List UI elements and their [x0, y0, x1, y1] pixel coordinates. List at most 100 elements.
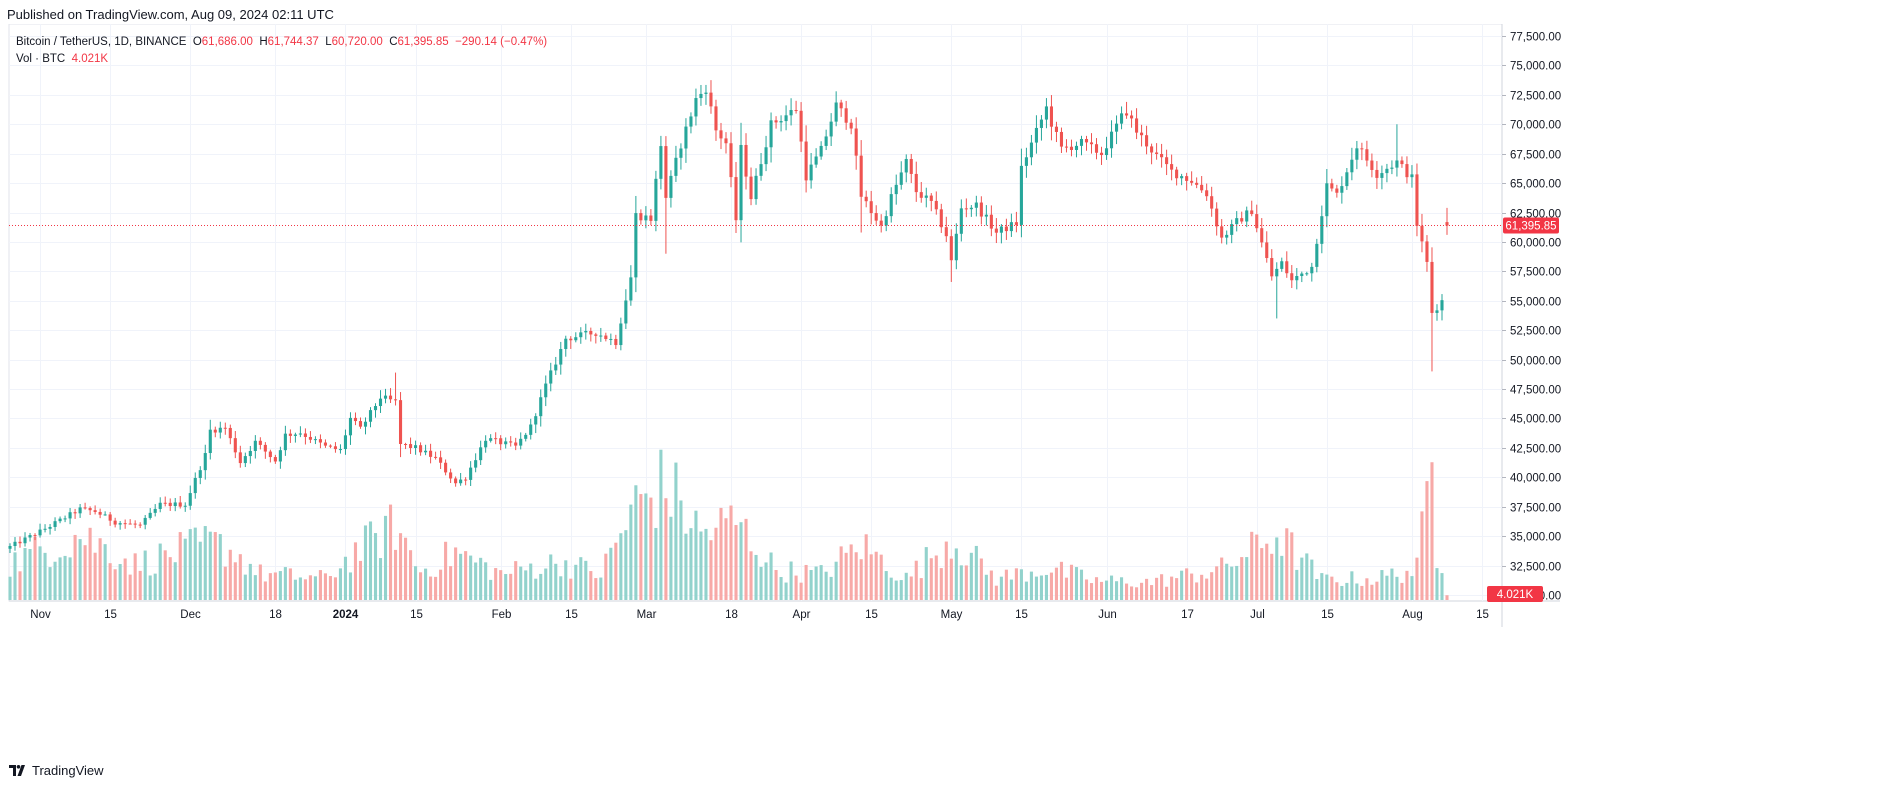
volume-bar — [844, 552, 848, 600]
volume-bar — [1074, 567, 1079, 600]
volume-bar — [979, 558, 983, 600]
candle-body — [363, 421, 368, 427]
candle-body — [929, 195, 933, 201]
x-tick-label: Mar — [637, 609, 657, 621]
candle-body — [1190, 180, 1194, 183]
candle-body — [959, 208, 963, 234]
price-chart[interactable]: 30,000.0032,500.0035,000.0037,500.0040,0… — [0, 24, 1883, 764]
volume-bar — [343, 556, 348, 600]
tradingview-branding[interactable]: TradingView — [9, 763, 104, 778]
volume-bar — [869, 554, 873, 600]
candle-body — [1135, 118, 1139, 133]
volume-bar — [904, 572, 908, 600]
candle-body — [1225, 234, 1229, 238]
volume-bar — [1255, 534, 1259, 600]
candle-body — [694, 98, 698, 117]
candle-body — [1059, 131, 1064, 147]
volume-bar — [499, 570, 503, 600]
volume-bar — [1405, 570, 1409, 600]
volume-bar — [989, 570, 993, 600]
volume-bar — [113, 569, 117, 600]
candle-body — [529, 424, 533, 435]
chart-frame[interactable]: 30,000.0032,500.0035,000.0037,500.0040,0… — [0, 24, 1883, 764]
candle-body — [168, 502, 172, 507]
candle-body — [213, 429, 217, 433]
candle-body — [1410, 174, 1414, 178]
candle-body — [1024, 157, 1028, 166]
candle-body — [1220, 226, 1224, 238]
volume-bar — [13, 552, 17, 600]
volume-bar — [1029, 571, 1033, 600]
volume-bar — [1430, 462, 1434, 600]
y-tick-label: 65,000.00 — [1510, 179, 1561, 191]
candle-body — [1094, 144, 1099, 153]
volume-bar — [1380, 570, 1384, 600]
candle-body — [869, 201, 873, 214]
candle-body — [1405, 164, 1409, 178]
volume-bar — [834, 561, 838, 600]
legend-ohlc-row: Bitcoin / TetherUS, 1D, BINANCE O61,686.… — [16, 34, 547, 51]
y-tick-label: 35,000.00 — [1510, 532, 1561, 544]
volume-bar — [1275, 537, 1279, 600]
volume-bar — [148, 575, 152, 600]
volume-bar — [1089, 583, 1094, 600]
candle-body — [599, 335, 603, 337]
volume-bar — [133, 553, 137, 600]
volume-bar — [709, 540, 713, 600]
volume-bar — [178, 532, 182, 600]
volume-bar — [684, 533, 688, 600]
volume-bar — [1415, 557, 1419, 600]
legend-high-value: 61,744.37 — [267, 36, 319, 48]
volume-bar — [1034, 576, 1038, 600]
volume-bar — [579, 557, 583, 600]
volume-bar — [1079, 569, 1084, 600]
volume-bar — [814, 566, 818, 600]
volume-bar — [328, 576, 332, 600]
y-tick-label: 37,500.00 — [1510, 503, 1561, 515]
x-tick-label: Feb — [492, 609, 512, 621]
candle-body — [1145, 135, 1149, 147]
volume-bar — [559, 576, 563, 600]
volume-bar — [348, 572, 353, 600]
candle-body — [704, 92, 708, 94]
volume-bar — [599, 577, 603, 600]
volume-bar — [1130, 586, 1134, 600]
volume-bar — [784, 582, 788, 600]
candle-body — [764, 147, 768, 165]
candle-body — [183, 505, 187, 507]
candle-body — [534, 416, 538, 425]
candle-body — [654, 178, 658, 221]
candle-body — [824, 136, 828, 146]
candle-body — [1029, 142, 1033, 158]
legend-close-label: C — [389, 36, 398, 48]
volume-bar — [644, 493, 648, 600]
volume-bar — [1280, 555, 1284, 600]
candle-body — [874, 213, 878, 221]
x-tick-label: 18 — [725, 609, 738, 621]
candle-body — [278, 450, 282, 462]
volume-bar — [1024, 581, 1028, 600]
legend-open-value: 61,686.00 — [201, 36, 253, 48]
volume-bar — [1335, 582, 1339, 600]
x-tick-label: 15 — [410, 609, 423, 621]
candle-body — [879, 220, 883, 226]
candle-body — [594, 334, 598, 336]
candle-body — [479, 447, 483, 461]
volume-bar — [1009, 579, 1013, 600]
candle-body — [924, 195, 928, 198]
candle-body — [73, 512, 77, 514]
volume-bar — [1170, 576, 1174, 600]
candle-body — [58, 518, 62, 522]
volume-bar — [849, 544, 853, 600]
volume-bar — [273, 572, 277, 600]
candle-body — [894, 184, 898, 195]
candle-body — [1125, 113, 1129, 116]
candle-body — [544, 383, 548, 398]
volume-bar — [464, 551, 468, 600]
last-price-badge — [1503, 217, 1559, 234]
candles — [8, 80, 1449, 554]
volume-bar — [494, 568, 498, 600]
candle-body — [1240, 218, 1244, 222]
volume-bar — [749, 551, 753, 600]
volume-bar — [1200, 574, 1204, 600]
